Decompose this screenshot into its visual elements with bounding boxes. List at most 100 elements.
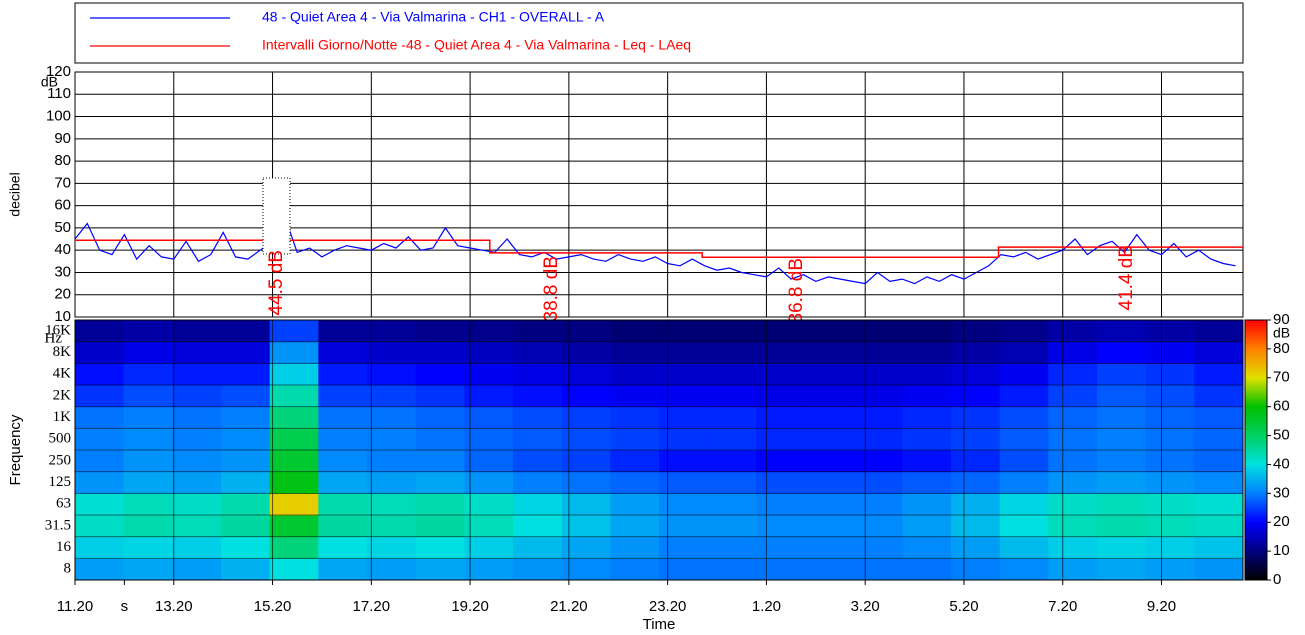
heat-cell	[415, 515, 465, 538]
heat-cell	[318, 406, 368, 429]
heat-cell	[1145, 471, 1195, 494]
heat-cell	[902, 450, 952, 473]
heat-cell	[951, 558, 1001, 581]
heat-cell	[221, 558, 271, 581]
heat-cell	[902, 428, 952, 451]
series-line	[75, 239, 1243, 259]
heat-cell	[659, 493, 709, 516]
heat-cell	[610, 471, 660, 494]
heat-cell	[318, 363, 368, 386]
heat-cell	[853, 536, 903, 559]
heat-cell	[367, 493, 417, 516]
heat-cell	[1145, 558, 1195, 581]
heat-cell	[464, 341, 514, 364]
x-tick-label: 13.20	[155, 598, 193, 615]
heat-cell	[318, 341, 368, 364]
y-tick-label: 16K	[45, 322, 71, 338]
plot-area	[74, 71, 1244, 318]
heat-cell	[999, 320, 1049, 343]
heat-cell	[415, 536, 465, 559]
heat-cell	[951, 515, 1001, 538]
x-tick-label: 19.20	[451, 598, 489, 615]
heat-cell	[951, 406, 1001, 429]
heat-cell	[610, 450, 660, 473]
y-unit: dB	[41, 74, 58, 90]
heat-cell	[464, 471, 514, 494]
heat-cell	[1194, 536, 1244, 559]
heat-cell	[1145, 363, 1195, 386]
heat-cell	[902, 341, 952, 364]
heat-cell	[172, 406, 222, 429]
heat-cell	[318, 385, 368, 408]
heat-cell	[1145, 428, 1195, 451]
heat-cell	[513, 385, 563, 408]
colorbar-unit: dB	[1273, 325, 1290, 341]
heat-cell	[1145, 320, 1195, 343]
heat-cell	[172, 341, 222, 364]
heat-cell	[902, 515, 952, 538]
y-tick-label: 8	[64, 561, 72, 577]
heat-cell	[1194, 558, 1244, 581]
heat-cell	[1048, 536, 1098, 559]
heat-cell	[1097, 515, 1147, 538]
y-unit: Hz	[45, 330, 63, 346]
heat-cell	[75, 515, 125, 538]
heat-cell	[221, 406, 271, 429]
heat-cell	[951, 536, 1001, 559]
y-tick-label: 120	[46, 63, 71, 80]
heat-cell	[805, 536, 855, 559]
heat-cell	[707, 385, 757, 408]
heat-cell	[75, 341, 125, 364]
colorbar-label: 0	[1273, 571, 1281, 588]
heat-cell	[610, 558, 660, 581]
interval-label: 36.8 dB	[786, 258, 807, 324]
heat-cell	[610, 341, 660, 364]
heat-cell	[659, 471, 709, 494]
heat-cell	[805, 471, 855, 494]
heat-cell	[999, 536, 1049, 559]
heat-cell	[999, 406, 1049, 429]
heat-cell	[1048, 515, 1098, 538]
heat-cell	[221, 320, 271, 343]
heat-cell	[1194, 406, 1244, 429]
heat-cell	[1194, 320, 1244, 343]
heat-cell	[951, 320, 1001, 343]
colorbar-label: 90	[1273, 311, 1290, 328]
heat-cell	[756, 515, 806, 538]
heat-cell	[172, 363, 222, 386]
heat-cell	[951, 341, 1001, 364]
heat-cell	[367, 341, 417, 364]
heat-cell	[805, 428, 855, 451]
colorbar-label: 40	[1273, 455, 1290, 472]
heat-cell	[902, 385, 952, 408]
heat-cell	[853, 515, 903, 538]
y-tick-label: 10	[54, 308, 71, 325]
heat-cell	[123, 385, 173, 408]
x-tick-label: 1.20	[752, 598, 781, 615]
heat-cell	[1097, 471, 1147, 494]
heat-cell	[756, 363, 806, 386]
y-tick-label: 8K	[53, 344, 72, 360]
heat-cell	[756, 320, 806, 343]
heat-cell	[1145, 450, 1195, 473]
heat-cell	[318, 515, 368, 538]
heat-cell	[756, 341, 806, 364]
x-tick-label: 7.20	[1048, 598, 1077, 615]
heat-cell	[1097, 406, 1147, 429]
heat-cell	[464, 363, 514, 386]
heat-cell	[221, 385, 271, 408]
heat-cell	[610, 320, 660, 343]
heat-cell	[951, 363, 1001, 386]
heat-cell	[269, 536, 319, 559]
heat-cell	[1097, 558, 1147, 581]
heat-cell	[123, 471, 173, 494]
heat-cell	[659, 558, 709, 581]
heat-cell	[415, 558, 465, 581]
heat-cell	[269, 363, 319, 386]
heat-cell	[659, 320, 709, 343]
heat-cell	[1097, 320, 1147, 343]
y-tick-label: 2K	[53, 387, 72, 403]
heat-cell	[561, 406, 611, 429]
heat-cell	[756, 406, 806, 429]
